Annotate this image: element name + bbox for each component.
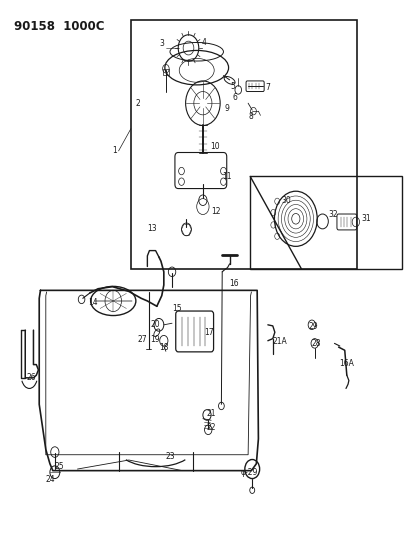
Text: 6: 6 xyxy=(233,93,237,102)
Text: 11: 11 xyxy=(222,172,231,181)
Text: 23: 23 xyxy=(165,452,174,461)
Text: 29: 29 xyxy=(308,322,318,332)
Text: 2: 2 xyxy=(135,99,140,108)
Text: 19: 19 xyxy=(150,335,160,344)
Text: 90158  1000C: 90158 1000C xyxy=(14,20,104,33)
Text: 10: 10 xyxy=(210,142,220,151)
Text: 13: 13 xyxy=(147,224,157,233)
Text: 24: 24 xyxy=(46,475,55,484)
Text: 26: 26 xyxy=(27,373,36,382)
Text: 16: 16 xyxy=(229,279,238,288)
Text: 16A: 16A xyxy=(339,359,354,367)
Text: 31: 31 xyxy=(360,214,370,223)
Bar xyxy=(249,176,401,269)
Bar xyxy=(163,69,169,75)
Text: 25: 25 xyxy=(54,463,64,471)
Text: 32: 32 xyxy=(328,210,337,219)
Text: 5: 5 xyxy=(230,82,235,91)
Text: 20: 20 xyxy=(150,320,159,329)
Text: 12: 12 xyxy=(211,207,220,216)
Text: 15: 15 xyxy=(172,304,181,313)
Text: 9: 9 xyxy=(224,104,229,113)
Text: 17: 17 xyxy=(204,328,214,337)
Text: 8: 8 xyxy=(247,112,252,121)
Text: 1: 1 xyxy=(112,147,117,156)
Text: φ-29: φ-29 xyxy=(240,468,257,477)
Text: 27: 27 xyxy=(137,335,146,344)
Text: 30: 30 xyxy=(280,196,290,205)
Text: 3: 3 xyxy=(159,39,164,49)
Text: 14: 14 xyxy=(88,298,97,307)
Text: 21: 21 xyxy=(206,409,216,418)
Bar xyxy=(131,20,356,269)
Text: 7: 7 xyxy=(265,83,270,92)
Text: 28: 28 xyxy=(311,339,320,348)
Text: 21A: 21A xyxy=(272,337,287,346)
Text: 18: 18 xyxy=(159,343,169,352)
Text: 4: 4 xyxy=(201,38,206,47)
Text: 22: 22 xyxy=(206,423,216,432)
